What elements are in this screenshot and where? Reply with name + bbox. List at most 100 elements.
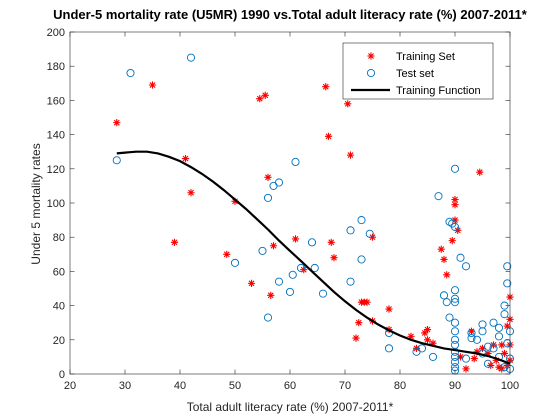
legend-circle-swatch [366,68,376,78]
training-set-point [451,201,459,209]
training-set-point [484,349,492,358]
training-set-point [454,226,462,234]
test-set-point [230,258,240,267]
test-set-point [483,359,493,368]
test-set-point [346,277,355,286]
test-set-point [450,164,460,173]
training-set-point [322,83,330,91]
test-set-point [285,287,295,296]
y-tick-label: 120 [47,164,65,176]
legend-label: Training Function [396,85,481,97]
training-set-point [170,238,179,246]
test-set-point [467,328,476,338]
x-tick-label: 100 [501,380,519,392]
legend-entry: Training Function [351,85,481,97]
y-tick-label: 40 [53,301,65,313]
test-set-point [500,310,509,319]
training-set-point [300,266,308,274]
training-set-point [503,361,511,370]
plot-area [112,53,515,375]
test-set-point [258,246,267,255]
test-set-point [450,347,460,356]
chart-title: Under-5 mortality rate (U5MR) 1990 vs.To… [53,7,528,22]
legend-label: Training Set [396,51,455,63]
x-tick-label: 50 [229,380,241,392]
training-set-point [256,95,264,103]
test-set-point [450,352,460,361]
test-set-point [461,262,471,271]
training-set-point [344,100,352,108]
test-set-point [494,323,504,332]
training-set-point [407,332,415,340]
training-set-point [346,151,355,159]
y-tick-label: 100 [47,198,65,210]
training-set-point [421,329,429,337]
training-set-point [448,237,456,245]
training-set-point [451,195,459,204]
test-set-point [263,193,273,202]
training-set-point [330,254,338,262]
test-set-point [503,262,512,271]
test-set-point [483,342,493,351]
test-set-point [186,53,196,62]
training-set-point [437,245,445,253]
test-set-point [450,222,460,231]
test-set-point [310,263,319,273]
training-set-point [223,250,231,258]
test-set-point [307,238,317,247]
y-tick-label: 20 [53,335,65,347]
test-set-point [417,344,427,353]
training-set-point [291,235,300,243]
axes: 20 30 40 50 60 70 80 90 100020406080100120140160… [47,27,520,392]
training-set-point [267,291,275,299]
test-set-point [472,335,482,344]
x-tick-label: 70 [339,380,351,392]
test-set-point [478,327,487,336]
test-set-point [434,192,443,201]
training-set-point [443,271,451,279]
training-set-point [363,298,371,306]
test-set-point [450,286,460,295]
training-set-point [264,173,272,181]
x-axis-label: Total adult literacy rate (%) 2007-2011* [187,400,394,414]
test-set-point [428,352,438,361]
legend-label: Test set [396,68,434,80]
training-set-point [423,336,432,344]
test-set-point [357,255,366,264]
test-set-point [489,344,498,353]
test-set-point [126,68,135,78]
test-set-point [445,313,454,322]
training-set-point [470,355,478,363]
training-set-point [429,339,437,347]
training-set-point [269,242,278,250]
test-set-point [274,277,284,286]
test-set-point [263,313,273,322]
x-tick-label: 40 [174,380,186,392]
test-set-point [489,318,498,327]
training-set-point [451,216,459,224]
test-set-point [450,335,460,344]
test-set-point [450,294,460,303]
test-set-point [450,298,460,307]
x-tick-label: 80 [394,380,406,392]
training-set-point [462,365,470,373]
y-tick-label: 140 [47,130,65,142]
test-set-point [442,298,451,307]
training-set-point [368,233,377,241]
training-set-point [498,341,506,349]
training-set-point [473,348,481,356]
test-set-point [365,229,374,238]
test-set-point [450,357,460,367]
training-set-point [231,197,239,205]
test-set-point [384,344,394,353]
training-set-point [476,168,484,176]
training-set-point [352,334,360,342]
test-set-point [503,279,512,288]
test-set-point [357,216,366,225]
training-set-point [498,365,506,373]
test-set-point [288,270,297,279]
training-set-point [355,319,363,327]
test-set-point [478,320,487,329]
test-set-point [494,332,504,341]
y-tick-label: 80 [53,232,65,244]
